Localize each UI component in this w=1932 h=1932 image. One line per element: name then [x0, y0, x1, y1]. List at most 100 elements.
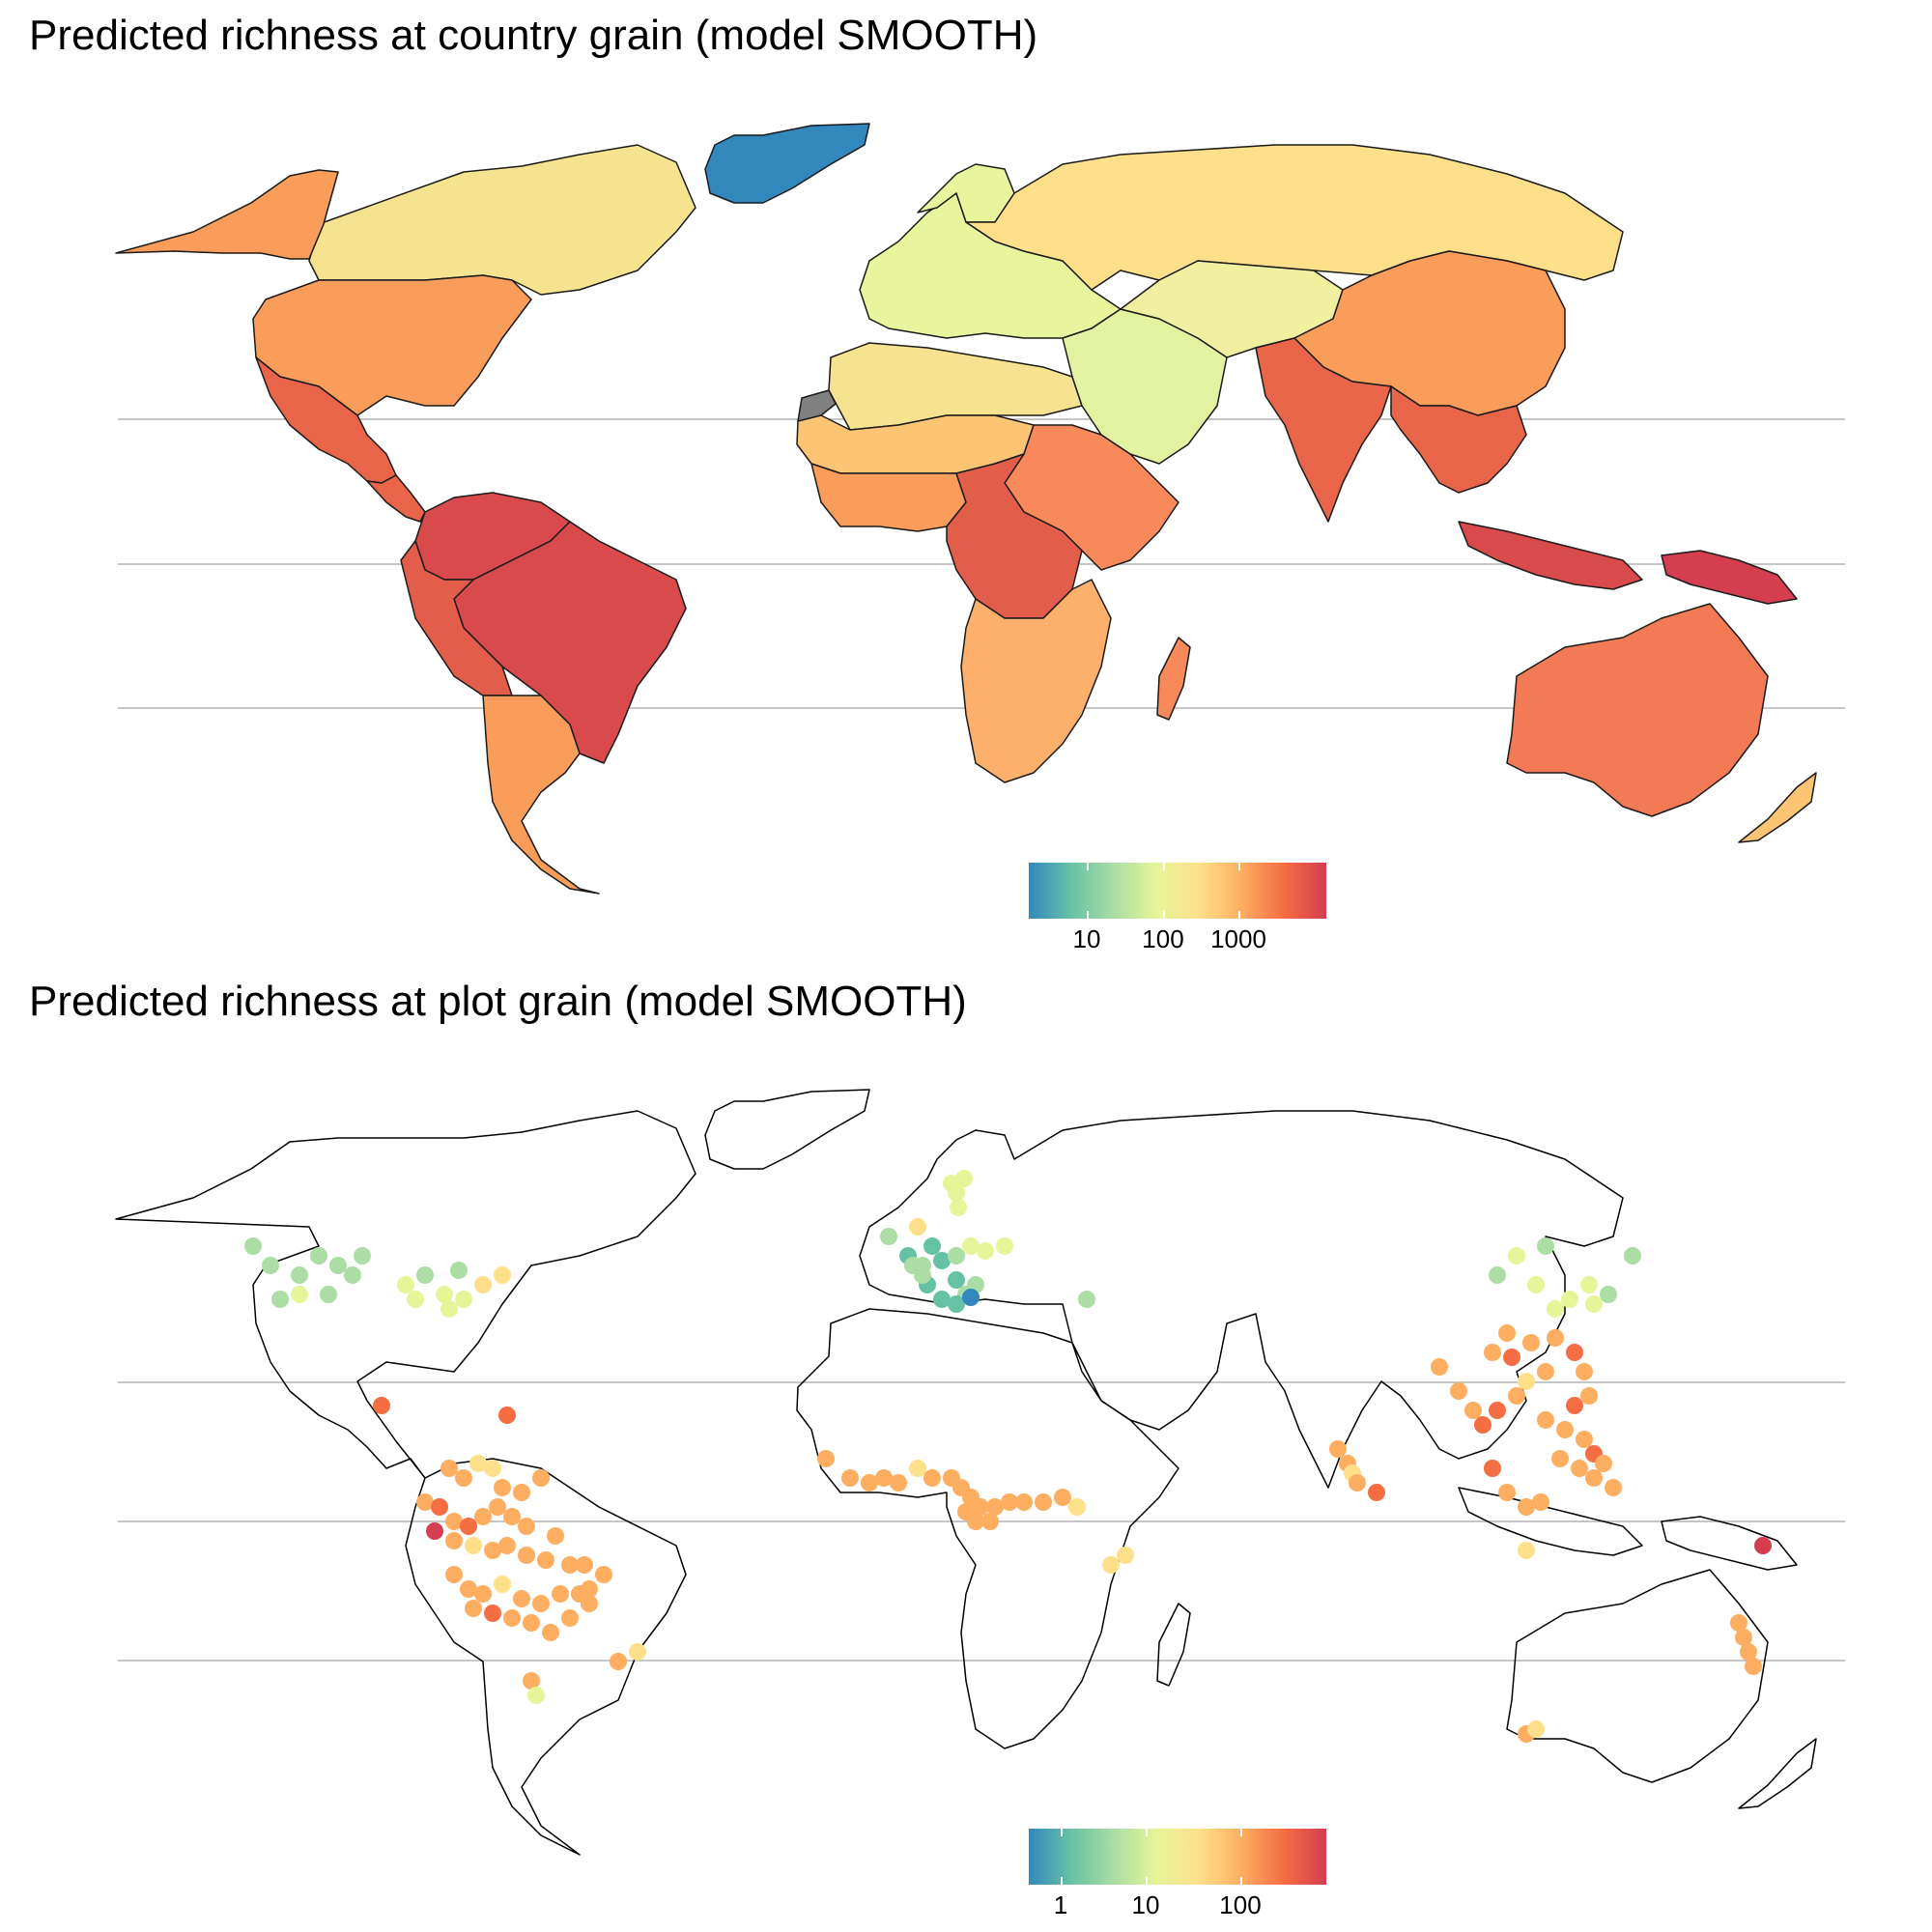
plot-point — [474, 1508, 492, 1525]
plot-point — [460, 1518, 477, 1535]
plot-point — [1580, 1276, 1598, 1293]
country-richness-map — [115, 123, 1845, 895]
plot-point — [1537, 1411, 1554, 1429]
plot-point — [1754, 1537, 1772, 1554]
plot-point — [1498, 1324, 1516, 1342]
plot-point — [1576, 1363, 1593, 1380]
plot-point — [1117, 1547, 1134, 1564]
region-southeast-asia — [1390, 385, 1527, 494]
plot-point — [397, 1276, 414, 1293]
plot-point — [523, 1672, 540, 1690]
plot-point — [291, 1286, 308, 1303]
plot-point — [581, 1595, 598, 1612]
plot-point — [981, 1513, 999, 1530]
plot-point — [1537, 1237, 1554, 1255]
plot-point — [1522, 1334, 1540, 1351]
plot-colorbar-legend: 1 10 100 — [1029, 1829, 1326, 1919]
region-greenland — [704, 123, 870, 204]
plot-point — [1431, 1358, 1448, 1376]
plot-point — [503, 1609, 521, 1627]
plot-point — [484, 1605, 501, 1622]
plot-point — [244, 1237, 262, 1255]
plot-legend-label-1: 1 — [1053, 1890, 1068, 1919]
plot-point — [1595, 1455, 1612, 1472]
region-new-zealand — [1738, 772, 1817, 843]
plot-point — [436, 1286, 453, 1303]
plot-point — [890, 1474, 907, 1492]
plot-point — [262, 1257, 279, 1274]
plot-point — [518, 1518, 535, 1535]
plot-point — [445, 1532, 463, 1549]
plot-point — [904, 1257, 922, 1274]
plot-point — [426, 1522, 443, 1540]
plot-point — [1054, 1489, 1071, 1506]
plot-point — [610, 1653, 627, 1670]
plot-point — [455, 1291, 472, 1308]
plot-point — [373, 1397, 390, 1414]
region-indonesia — [1458, 521, 1643, 590]
plot-point — [1102, 1556, 1120, 1574]
plot-point — [1624, 1247, 1641, 1264]
plot-point — [440, 1460, 458, 1477]
plot-point — [1368, 1484, 1385, 1501]
plot-point — [1556, 1421, 1574, 1438]
plot-point — [460, 1580, 477, 1598]
plot-point — [542, 1624, 559, 1641]
plot-point — [1537, 1363, 1554, 1380]
plot-point — [1503, 1349, 1520, 1366]
plot-point — [494, 1576, 511, 1593]
plot-point — [875, 1469, 893, 1487]
plot-point — [1551, 1450, 1569, 1467]
plot-point — [344, 1266, 361, 1284]
plot-point — [1489, 1402, 1506, 1419]
plot-point — [1571, 1460, 1588, 1477]
plot-point — [532, 1469, 550, 1487]
plot-point — [474, 1276, 492, 1293]
plot-point — [484, 1542, 501, 1559]
plot-point — [440, 1300, 458, 1318]
plot-point — [950, 1199, 967, 1216]
plot-point — [465, 1600, 482, 1617]
plot-point — [1001, 1493, 1018, 1511]
plot-point — [948, 1247, 965, 1264]
plot-point — [1527, 1276, 1545, 1293]
plot-point — [1735, 1629, 1752, 1646]
plot-point — [1329, 1440, 1347, 1458]
plot-legend-label-10: 10 — [1131, 1890, 1160, 1919]
plot-point — [354, 1247, 371, 1264]
plot-point — [1576, 1431, 1593, 1448]
plot-point — [972, 1498, 989, 1516]
plot-point — [1518, 1373, 1535, 1390]
plot-legend-label-100: 100 — [1219, 1890, 1262, 1919]
plot-point — [1518, 1542, 1535, 1559]
plot-point — [1740, 1643, 1757, 1661]
plot-point — [1580, 1387, 1598, 1405]
plot-point — [595, 1566, 612, 1583]
plot-point — [948, 1271, 965, 1289]
plot-point — [1484, 1344, 1501, 1361]
plot-point — [537, 1551, 554, 1569]
plot-point — [329, 1257, 347, 1274]
country-polygons — [115, 123, 1817, 895]
plot-point — [948, 1295, 965, 1313]
plot-point — [552, 1585, 569, 1603]
plot-point — [967, 1513, 984, 1530]
region-central-america — [366, 474, 426, 523]
plot-point — [518, 1547, 535, 1564]
region-alaska — [115, 169, 339, 260]
plot-point — [880, 1228, 897, 1245]
plot-point — [1566, 1344, 1583, 1361]
plot-point — [465, 1537, 482, 1554]
plot-point — [1600, 1286, 1617, 1303]
region-australia — [1506, 603, 1769, 817]
region-madagascar — [1156, 637, 1191, 721]
region-west-africa — [810, 463, 967, 532]
plot-point — [1508, 1387, 1525, 1405]
plot-point — [498, 1406, 516, 1424]
plot-point — [561, 1556, 579, 1574]
plot-point — [450, 1262, 468, 1279]
plot-point — [320, 1286, 337, 1303]
country-legend-label-100: 100 — [1142, 924, 1184, 953]
plot-point — [1068, 1498, 1086, 1516]
plot-point — [503, 1508, 521, 1525]
